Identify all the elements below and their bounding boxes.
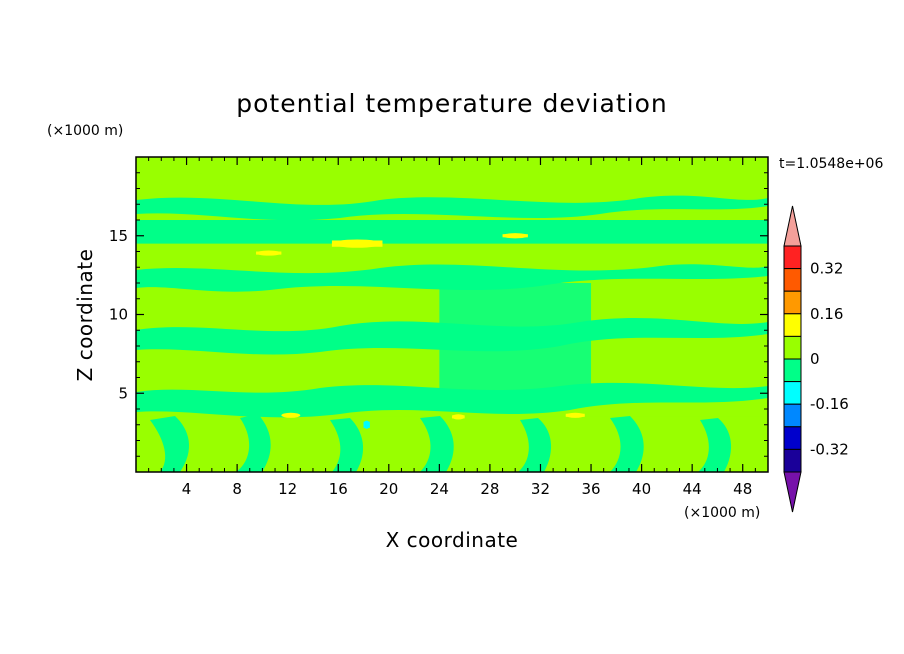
chart-title: potential temperature deviation [236,89,667,118]
contour-feature [363,420,370,429]
colorbar-level [783,448,802,473]
colorbar-level [783,403,802,428]
colorbar-level [783,313,802,337]
colorbar-label: 0.16 [810,305,843,323]
colorbar-level [783,381,802,405]
colorbar: 0.32 0.16 0 -0.16 -0.32 [783,205,849,513]
x-tick-label: 20 [379,480,398,498]
colorbar-label: -0.32 [810,440,849,458]
x-tick-label: 48 [733,480,752,498]
colorbar-level [783,268,802,292]
y-tick-label: 10 [109,306,128,324]
colorbar-level [783,426,802,450]
x-unit-label: (×1000 m) [684,505,760,521]
y-axis-label: Z coordinate [73,249,97,382]
colorbar-level [783,358,802,383]
colorbar-top-arrow [783,205,802,247]
x-tick-label: 4 [182,480,192,498]
contour-region [136,220,768,244]
x-tick-label: 40 [632,480,651,498]
contour-feature [565,412,585,418]
y-unit-label: (×1000 m) [47,123,123,139]
plot-area [136,157,768,472]
colorbar-level [783,245,802,270]
colorbar-label: 0 [810,350,820,368]
time-label: t=1.0548e+06 [779,156,883,172]
contour-feature [502,233,528,239]
x-axis-label: X coordinate [386,528,519,552]
contour-feature [281,412,301,418]
contour-feature [452,414,465,420]
colorbar-level [783,335,802,360]
x-tick-label: 16 [329,480,348,498]
x-tick-label: 8 [232,480,242,498]
y-tick-label: 15 [109,227,128,245]
colorbar-level [783,290,802,315]
contour-feature [331,239,383,248]
colorbar-label: -0.16 [810,395,849,413]
x-tick-label: 44 [683,480,702,498]
x-tick-label: 28 [480,480,499,498]
colorbar-bottom-arrow [783,471,802,513]
contour-feature [256,250,282,256]
x-tick-label: 36 [581,480,600,498]
x-tick-label: 24 [430,480,449,498]
colorbar-label: 0.32 [810,260,843,278]
x-tick-label: 12 [278,480,297,498]
x-tick-label: 32 [531,480,550,498]
y-tick-label: 5 [118,384,128,402]
